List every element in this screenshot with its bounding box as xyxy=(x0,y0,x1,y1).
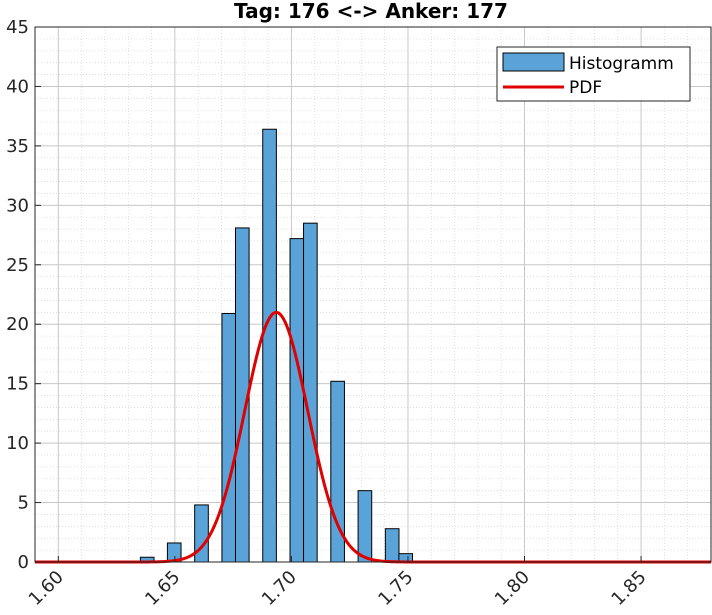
y-tick-label: 25 xyxy=(6,255,29,276)
y-tick-label: 30 xyxy=(6,195,29,216)
y-tick-label: 35 xyxy=(6,136,29,157)
y-tick-label: 40 xyxy=(6,76,29,97)
histogram-bar xyxy=(289,238,305,563)
y-tick-label: 15 xyxy=(6,374,29,395)
legend-pdf-label: PDF xyxy=(569,78,602,98)
y-tick-label: 45 xyxy=(6,17,29,38)
histogram-bar xyxy=(384,528,400,563)
y-tick-label: 10 xyxy=(6,433,29,454)
histogram-bar xyxy=(262,128,277,563)
histogram-bar xyxy=(357,490,373,563)
histogram-bars xyxy=(139,128,414,563)
histogram-bar xyxy=(221,313,237,563)
y-tick-label: 5 xyxy=(18,493,29,514)
chart-title: Tag: 176 <-> Anker: 177 xyxy=(234,0,508,23)
plot-frame xyxy=(34,26,712,563)
y-tick-label: 0 xyxy=(18,552,29,573)
legend-histogram-swatch xyxy=(502,52,565,72)
histogram-bar xyxy=(303,222,318,563)
legend: Histogramm PDF xyxy=(496,46,691,102)
y-axis: 0 5 10 15 20 25 30 35 40 45 xyxy=(6,17,41,573)
y-tick-label: 20 xyxy=(6,314,29,335)
plot-area xyxy=(35,27,711,562)
legend-histogram-label: Histogramm xyxy=(569,54,674,74)
